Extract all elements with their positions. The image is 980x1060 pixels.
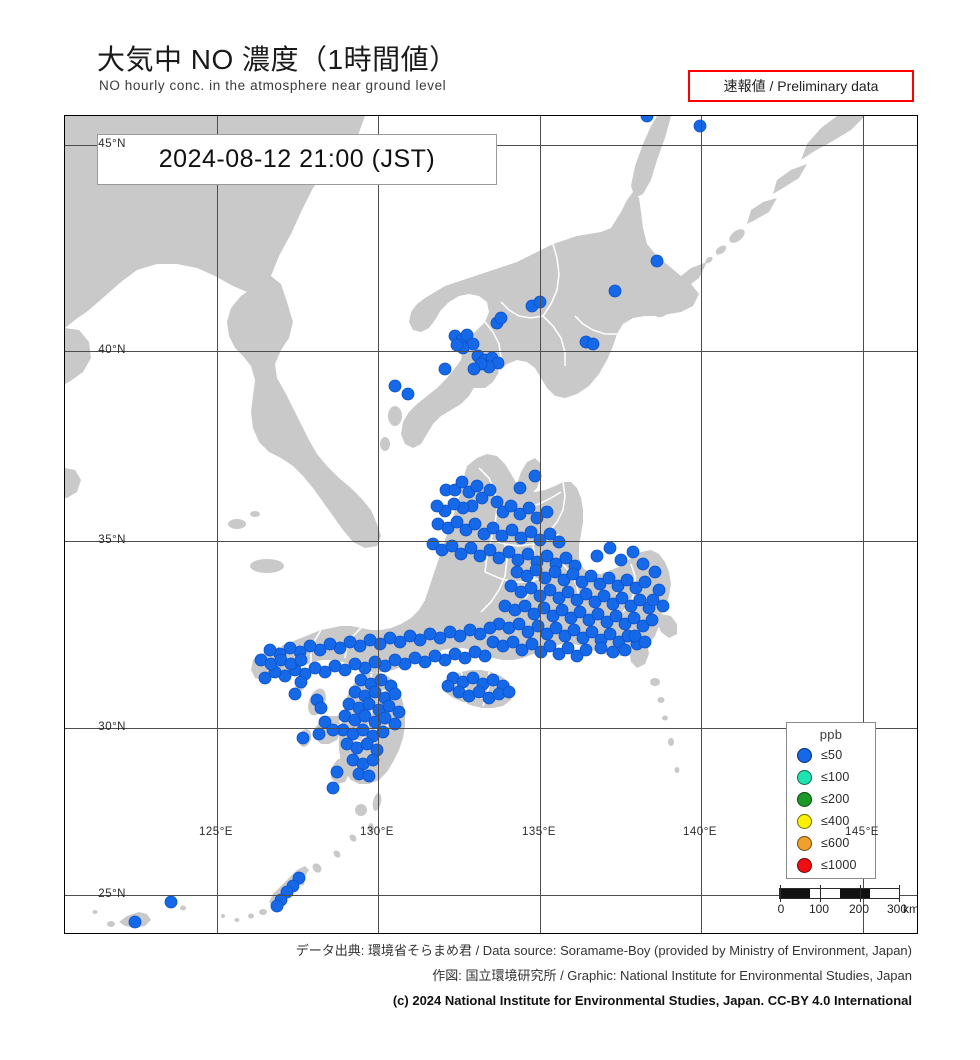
ytick-minor — [64, 309, 65, 310]
legend-panel: ppb ≤50 ≤100 ≤200 ≤400 ≤600 ≤1000 — [786, 722, 876, 879]
scale-bar-track — [779, 885, 900, 902]
legend-swatch-icon — [797, 835, 812, 851]
ytick-30N — [64, 728, 65, 729]
map-plot-area[interactable]: 2024-08-12 21:00 (JST) ppb ≤50 ≤100 ≤200… — [64, 115, 918, 934]
map-canvas — [65, 116, 917, 933]
xtick-label-140E: 140°E — [683, 826, 717, 838]
legend-item[interactable]: ≤400 — [787, 810, 875, 832]
scale-seg-white — [810, 889, 840, 898]
scale-tick — [780, 885, 781, 902]
ytick-minor — [64, 389, 65, 390]
legend-swatch-icon — [797, 857, 812, 873]
xtick-label-130E: 130°E — [360, 826, 394, 838]
legend-item[interactable]: ≤200 — [787, 788, 875, 810]
ytick-label-35N: 35°N — [98, 534, 126, 546]
ytick-label-45N: 45°N — [98, 138, 126, 150]
ytick-minor — [64, 427, 65, 428]
ytick-minor — [64, 615, 65, 616]
scale-bar: 0 100 200 300 km — [777, 885, 917, 918]
timestamp-label: 2024-08-12 21:00 (JST) — [97, 134, 497, 185]
page-footer: データ出典: 環境省そらまめ君 / Data source: Soramame-… — [0, 934, 980, 1008]
ytick-minor — [64, 653, 65, 654]
ytick-25N — [64, 895, 65, 896]
legend-swatch-icon — [797, 747, 812, 763]
xtick-top — [282, 115, 283, 116]
scale-tick — [860, 885, 861, 902]
legend-item[interactable]: ≤600 — [787, 832, 875, 854]
footer-data-source: データ出典: 環境省そらまめ君 / Data source: Soramame-… — [295, 943, 912, 958]
ytick-minor — [64, 761, 65, 762]
legend-item-label: ≤100 — [821, 770, 850, 784]
legend-item[interactable]: ≤1000 — [787, 854, 875, 876]
legend-title: ppb — [819, 727, 843, 742]
legend-item-label: ≤400 — [821, 814, 850, 828]
xtick-top — [120, 115, 121, 116]
scale-tick — [820, 885, 821, 902]
scale-label-200: 200 — [848, 902, 870, 916]
xtick-label-125E: 125°E — [199, 826, 233, 838]
ytick-minor — [64, 227, 65, 228]
scale-label-0: 0 — [777, 902, 785, 916]
legend-item-label: ≤1000 — [821, 858, 857, 872]
ytick-minor — [64, 578, 65, 579]
scale-seg-black — [780, 889, 810, 898]
legend-item[interactable]: ≤50 — [787, 744, 875, 766]
xtick-label-145E: 145°E — [845, 826, 879, 838]
ytick-40N — [64, 351, 65, 352]
xtick-top — [314, 115, 315, 116]
ytick-minor — [64, 503, 65, 504]
xtick-top — [346, 115, 347, 116]
ytick-minor — [64, 828, 65, 829]
scale-seg-white — [870, 889, 900, 898]
scale-label-300: 300 — [886, 902, 908, 916]
legend-item-label: ≤50 — [821, 748, 843, 762]
ytick-minor — [64, 268, 65, 269]
ytick-minor — [64, 861, 65, 862]
ytick-label-40N: 40°N — [98, 344, 126, 356]
ytick-label-30N: 30°N — [98, 721, 126, 733]
legend-item-label: ≤600 — [821, 836, 850, 850]
page-subtitle: NO hourly conc. in the atmosphere near g… — [99, 78, 447, 93]
ytick-minor — [64, 186, 65, 187]
xtick-top — [88, 115, 89, 116]
legend-swatch-icon — [797, 791, 812, 807]
ytick-minor — [64, 691, 65, 692]
xtick-top — [249, 115, 250, 116]
ytick-45N — [64, 145, 65, 146]
footer-copyright: (c) 2024 National Institute for Environm… — [392, 993, 912, 1008]
xtick-top — [185, 115, 186, 116]
legend-item[interactable]: ≤100 — [787, 766, 875, 788]
footer-graphic-credit: 作図: 国立環境研究所 / Graphic: National Institut… — [432, 968, 912, 983]
scale-seg-black — [840, 889, 870, 898]
scale-tick — [899, 885, 900, 902]
ytick-minor — [64, 794, 65, 795]
page-header: 大気中 NO 濃度（1時間値） NO hourly conc. in the a… — [0, 0, 980, 115]
scale-unit-label: km — [903, 902, 918, 916]
legend-item-label: ≤200 — [821, 792, 850, 806]
scale-bar-labels: 0 100 200 300 km — [777, 902, 917, 918]
legend-swatch-icon — [797, 813, 812, 829]
page-title: 大気中 NO 濃度（1時間値） — [97, 44, 458, 75]
xtick-top — [153, 115, 154, 116]
status-badge: 速報値 / Preliminary data — [688, 70, 914, 102]
legend-swatch-icon — [797, 769, 812, 785]
ytick-minor — [64, 465, 65, 466]
scale-label-100: 100 — [808, 902, 830, 916]
xtick-label-135E: 135°E — [522, 826, 556, 838]
ytick-label-25N: 25°N — [98, 888, 126, 900]
ytick-35N — [64, 541, 65, 542]
